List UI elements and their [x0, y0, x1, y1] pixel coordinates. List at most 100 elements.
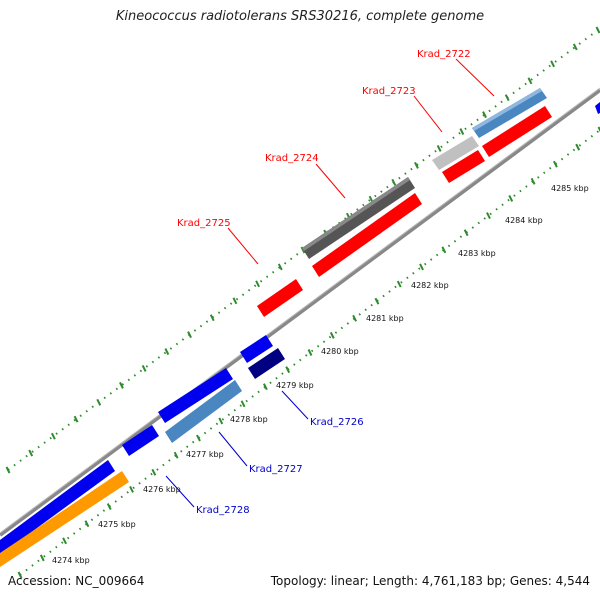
major-tick-mark	[597, 126, 600, 133]
tick-label-4282: 4282 kbp	[411, 281, 449, 290]
major-tick-mark	[17, 571, 23, 579]
genome-summary: Topology: linear; Length: 4,761,183 bp; …	[271, 574, 590, 588]
major-tick-mark	[187, 331, 192, 339]
major-tick-mark	[50, 432, 56, 440]
major-tick-mark	[5, 466, 11, 474]
major-tick-mark	[73, 415, 79, 423]
major-tick-mark	[106, 503, 112, 510]
major-tick-mark	[119, 381, 124, 389]
major-ticks	[5, 26, 600, 579]
major-tick-mark	[307, 349, 313, 356]
major-tick-mark	[459, 128, 465, 135]
tick-label-4277: 4277 kbp	[186, 450, 224, 459]
gene-feature-krad_2728[interactable]	[0, 471, 129, 567]
major-tick-mark	[277, 263, 283, 271]
topology-value: linear	[330, 574, 365, 588]
major-tick-mark	[141, 365, 147, 372]
major-tick-mark	[28, 449, 34, 457]
major-tick-mark	[436, 145, 442, 152]
length-label: Length:	[372, 574, 419, 588]
label-leader-lines	[165, 58, 495, 508]
accession-label: Accession:	[8, 574, 72, 588]
gene-feature-blue-upper-a[interactable]	[240, 335, 273, 363]
major-tick-mark	[396, 280, 402, 288]
major-tick-mark	[173, 451, 179, 459]
gene-feature-krad_2727[interactable]	[165, 380, 242, 443]
major-tick-mark	[240, 400, 246, 408]
gene-label-krad_2724[interactable]: Krad_2724	[265, 153, 319, 164]
genome-backbone	[0, 88, 600, 537]
gene-feature-krad_2725[interactable]	[257, 279, 303, 317]
summary-sep-1: ;	[364, 574, 369, 588]
major-tick-mark	[530, 177, 536, 185]
axis-tick-labels: 4274 kbp 4275 kbp 4276 kbp 4277 kbp 4278…	[52, 184, 589, 565]
gene-feature-krad_2722-highlight	[472, 88, 542, 131]
gene-label-krad_2723[interactable]: Krad_2723	[362, 86, 416, 97]
major-tick-mark	[391, 178, 397, 186]
page-title: Kineococcus radiotolerans SRS30216, comp…	[115, 9, 485, 24]
major-tick-mark	[62, 537, 68, 545]
major-tick-mark	[482, 111, 487, 119]
tick-label-4274: 4274 kbp	[52, 556, 90, 565]
major-tick-mark	[527, 77, 533, 85]
major-tick-mark	[196, 434, 201, 442]
genes-value: 4,544	[555, 574, 590, 588]
gene-label-krad_2722[interactable]: Krad_2722	[417, 49, 471, 60]
gene-feature-blue-right[interactable]	[595, 102, 600, 114]
major-tick-mark	[572, 43, 578, 51]
major-tick-mark	[504, 94, 510, 102]
gene-feature-krad_2723[interactable]	[432, 136, 479, 170]
major-tick-mark	[39, 554, 45, 562]
gene-feature-blue-upper-d[interactable]	[0, 460, 115, 555]
accession-info: Accession: NC_009664	[8, 574, 144, 588]
gene-feature-krad_2724[interactable]	[302, 177, 415, 259]
length-value: 4,761,183 bp	[421, 574, 502, 588]
major-tick-mark	[352, 314, 358, 322]
major-tick-mark	[218, 417, 224, 425]
tick-label-4285: 4285 kbp	[551, 184, 589, 193]
major-tick-mark	[419, 263, 424, 271]
major-tick-mark	[486, 212, 491, 220]
major-tick-mark	[84, 520, 90, 528]
major-tick-mark	[209, 314, 215, 322]
major-tick-mark	[285, 366, 291, 374]
major-tick-mark	[374, 297, 380, 305]
tick-label-4278: 4278 kbp	[230, 415, 268, 424]
gene-feature-krad_2726[interactable]	[248, 348, 285, 379]
gene-feature-krad_2724-highlight	[302, 177, 410, 251]
major-tick-mark	[508, 195, 514, 202]
major-tick-mark	[129, 485, 134, 493]
major-tick-mark	[595, 26, 600, 34]
topology-label: Topology:	[270, 574, 327, 588]
major-tick-mark	[262, 383, 268, 391]
major-tick-mark	[463, 229, 469, 237]
gene-labels: Krad_2722 Krad_2723 Krad_2724 Krad_2725 …	[177, 49, 471, 516]
gene-feature-krad_2722[interactable]	[472, 88, 547, 138]
tick-label-4276: 4276 kbp	[143, 485, 181, 494]
major-tick-mark	[414, 161, 419, 169]
summary-sep-2: ;	[501, 574, 507, 588]
gene-label-krad_2725[interactable]: Krad_2725	[177, 218, 231, 229]
major-tick-mark	[329, 331, 335, 339]
major-tick-mark	[550, 60, 556, 68]
major-tick-mark	[164, 348, 170, 355]
major-tick-mark	[441, 246, 447, 254]
major-tick-mark	[552, 160, 558, 168]
major-tick-mark	[96, 398, 102, 406]
gene-label-krad_2727[interactable]: Krad_2727	[249, 464, 303, 475]
backbone-edge	[0, 87, 600, 534]
major-tick-mark	[575, 143, 581, 151]
major-tick-mark	[151, 468, 157, 476]
gene-feature-red-a[interactable]	[482, 106, 552, 157]
tick-label-4281: 4281 kbp	[366, 314, 404, 323]
gene-feature-blue-upper-c[interactable]	[122, 425, 159, 456]
gene-feature-red-c[interactable]	[312, 193, 422, 277]
tick-label-4275: 4275 kbp	[98, 520, 136, 529]
gene-label-krad_2728[interactable]: Krad_2728	[196, 505, 250, 516]
gene-feature-red-b[interactable]	[442, 150, 485, 183]
gene-label-krad_2726[interactable]: Krad_2726	[310, 417, 364, 428]
gene-feature-blue-upper-b[interactable]	[158, 368, 233, 423]
accession-value: NC_009664	[75, 574, 145, 588]
major-tick-mark	[255, 280, 261, 288]
